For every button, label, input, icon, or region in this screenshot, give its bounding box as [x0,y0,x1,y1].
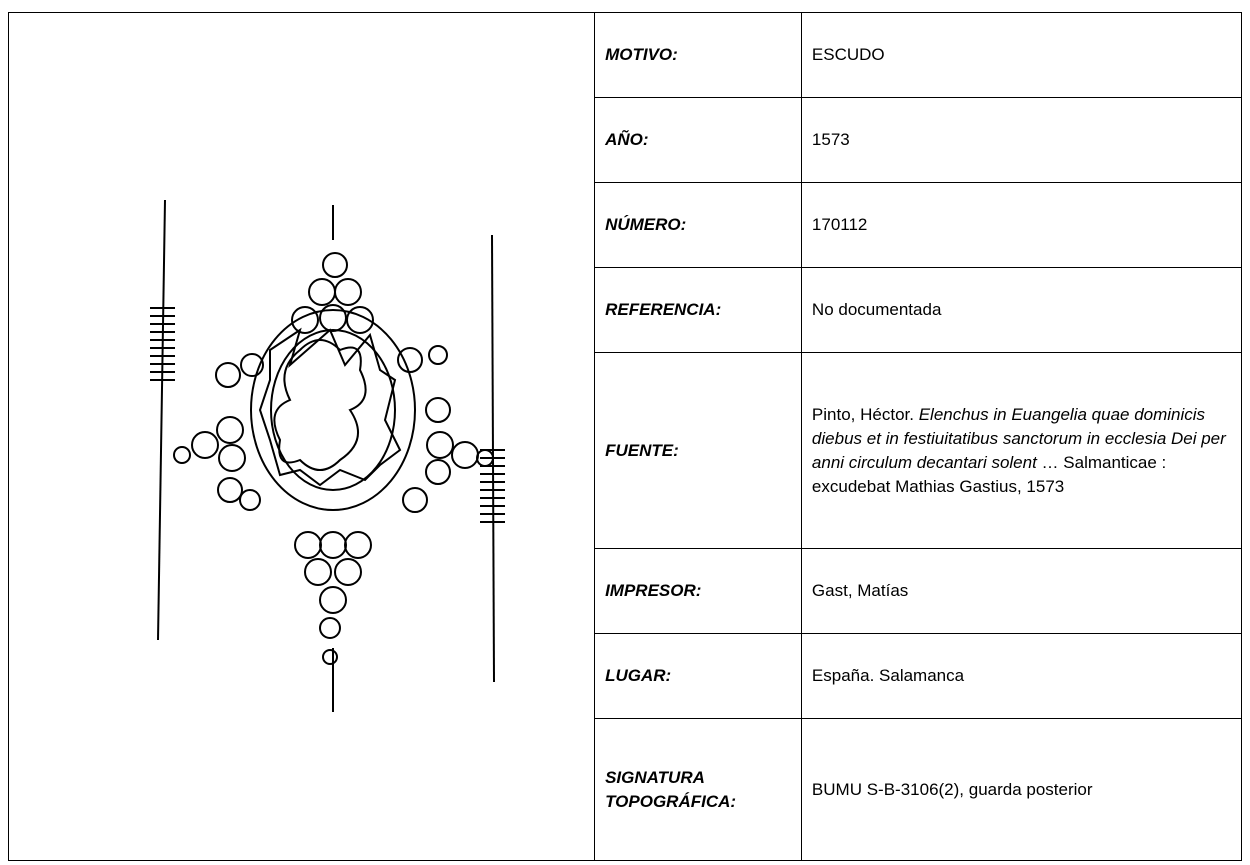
field-label: SIGNATURA TOPOGRÁFICA: [594,718,802,861]
image-cell [7,12,596,861]
table-row: LUGAR: España. Salamanca [9,633,1243,719]
table-row: REFERENCIA: No documentada [9,267,1243,353]
field-value: BUMU S-B-3106(2), guarda posterior [800,718,1243,861]
field-value: 170112 [800,182,1243,268]
table-row: NÚMERO: 170112 [9,182,1243,268]
table-row: IMPRESOR: Gast, Matías [9,548,1243,634]
table-body: MOTIVO: ESCUDO AÑO: 1573 NÚMERO: 170112 REFERE… [7,12,1243,861]
table-row: AÑO: 1573 [9,97,1243,183]
value-segment: Pinto, Héctor. [811,404,919,424]
table-row: FUENTE: Pinto, Héctor. Elenchus in Euange… [9,352,1243,549]
field-label: LUGAR: [594,633,802,719]
field-value: España. Salamanca [800,633,1243,719]
value-segment: … Salmanticae : excudebat Mathias Gastiu… [811,452,1167,496]
field-value: Gast, Matías [800,548,1243,634]
value-segment: Elenchus in Euangelia quae dominicis die… [811,404,1226,472]
table-row: SIGNATURA TOPOGRÁFICA: BUMU S-B-3106(2), … [9,718,1243,861]
field-value: 1573 [800,97,1243,183]
field-value: Pinto, Héctor. Elenchus in Euangelia qua… [800,352,1243,549]
field-label: REFERENCIA: [594,267,802,353]
field-label: IMPRESOR: [594,548,802,634]
field-label: AÑO: [594,97,802,183]
field-label: FUENTE: [594,352,802,549]
field-value: No documentada [800,267,1243,353]
record-table: MOTIVO: ESCUDO AÑO: 1573 NÚMERO: 170112 REFERE… [7,12,1243,861]
table-row: MOTIVO: ESCUDO [7,12,1243,861]
